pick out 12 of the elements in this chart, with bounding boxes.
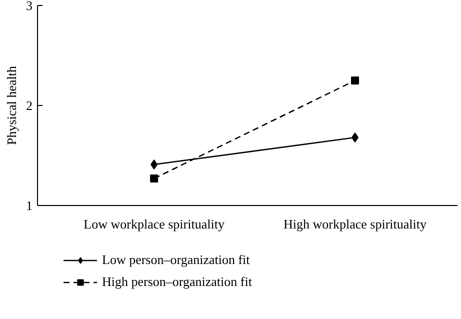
point [352, 132, 359, 142]
legend-label: Low person–organization fit [102, 252, 250, 268]
y-tick-label: 1 [26, 198, 32, 213]
point [150, 160, 158, 170]
y-tick-label: 2 [26, 98, 32, 113]
legend-label: High person–organization fit [102, 274, 252, 290]
point [351, 76, 360, 84]
point [150, 174, 158, 182]
x-tick-label: Low workplace spirituality [84, 216, 225, 232]
y-axis-title: Physical health [4, 65, 19, 146]
y-tick-label: 3 [26, 0, 32, 13]
x-tick-label: High workplace spirituality [284, 216, 427, 232]
